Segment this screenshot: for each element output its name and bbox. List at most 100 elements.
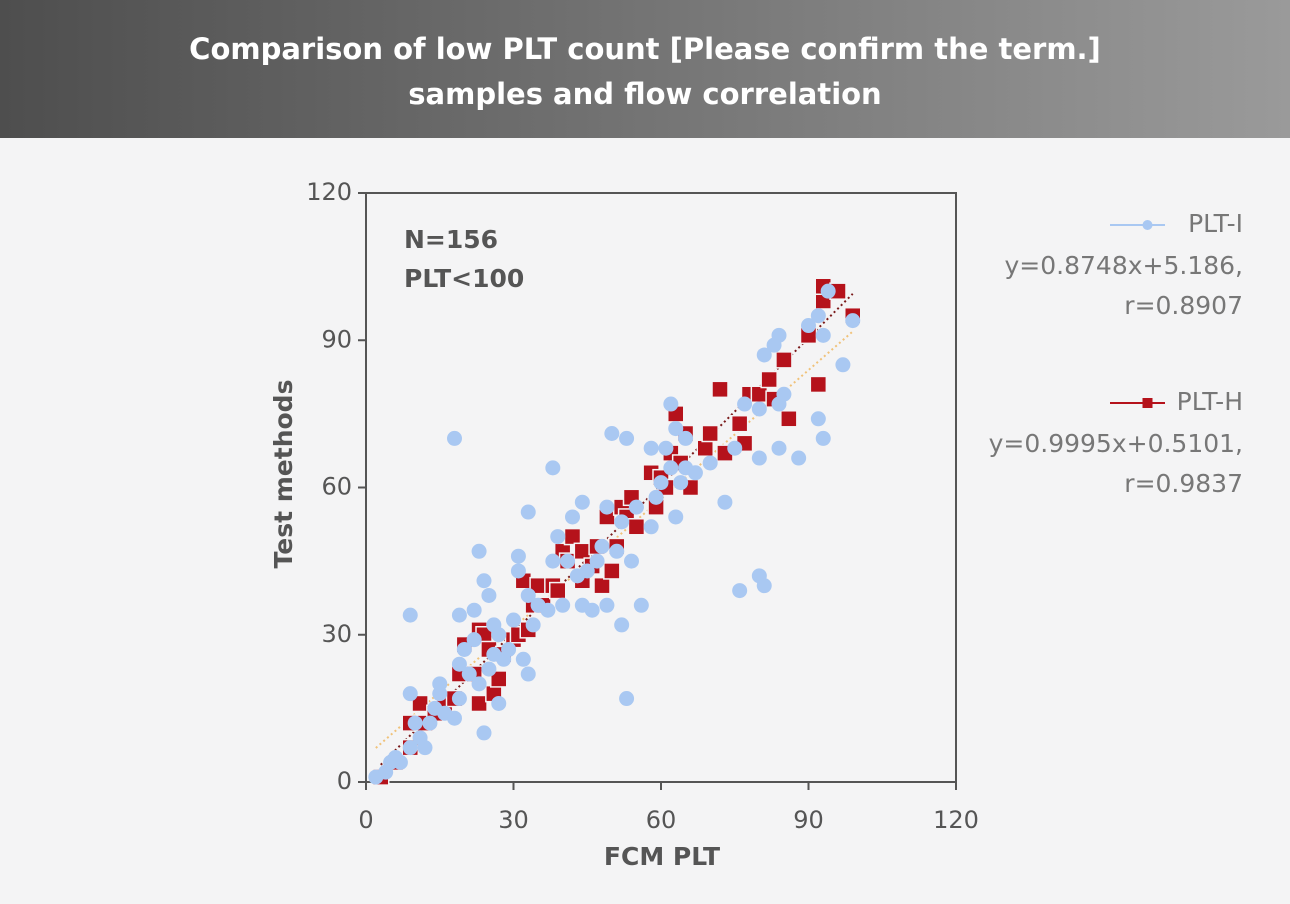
- point: [550, 529, 566, 545]
- point: [673, 475, 689, 491]
- legend-marker: [1142, 220, 1153, 230]
- point: [627, 518, 646, 536]
- point: [481, 587, 497, 603]
- point: [417, 740, 433, 756]
- chart: N=156 PLT<100 FCM PLT Test methods 0 30 60…: [269, 178, 1243, 871]
- point: [545, 553, 561, 569]
- point: [563, 527, 582, 546]
- point: [727, 440, 743, 456]
- annotation: N=156: [404, 225, 498, 254]
- point: [663, 396, 679, 412]
- legend-equation: y=0.9995x+0.5101,: [989, 429, 1243, 458]
- point: [461, 666, 477, 682]
- point: [589, 553, 605, 569]
- point: [593, 576, 611, 595]
- point: [810, 411, 826, 427]
- point: [466, 602, 482, 618]
- annotation: PLT<100: [404, 264, 524, 293]
- point: [490, 670, 508, 688]
- point: [501, 641, 517, 657]
- point: [392, 754, 408, 770]
- x-axis-label: FCM PLT: [604, 842, 720, 871]
- point: [565, 509, 580, 525]
- point: [771, 440, 787, 456]
- point: [751, 401, 767, 417]
- x-tick-label: 120: [933, 806, 979, 834]
- point: [549, 581, 567, 600]
- point: [451, 691, 467, 707]
- point: [560, 553, 576, 569]
- point: [402, 740, 418, 756]
- legend-r: r=0.9837: [1124, 469, 1243, 498]
- point: [648, 489, 664, 505]
- point: [756, 347, 772, 363]
- point: [619, 691, 635, 707]
- x-tick-label: 90: [793, 806, 824, 834]
- point: [584, 602, 600, 618]
- point: [730, 414, 749, 433]
- point: [619, 430, 635, 446]
- point: [668, 421, 684, 437]
- point: [737, 396, 753, 412]
- legend-label: PLT-I: [1188, 209, 1243, 238]
- point: [432, 676, 448, 692]
- point: [815, 327, 831, 343]
- point: [801, 318, 816, 334]
- point: [771, 327, 787, 343]
- y-tick-label: 30: [321, 620, 352, 648]
- point: [573, 542, 592, 561]
- point: [407, 715, 423, 731]
- point: [780, 410, 798, 428]
- point: [820, 283, 836, 299]
- point: [555, 597, 571, 613]
- point: [422, 715, 438, 731]
- point: [668, 509, 684, 525]
- point: [520, 504, 536, 520]
- point: [756, 578, 772, 594]
- point: [701, 424, 719, 443]
- point: [643, 440, 659, 456]
- legend-r: r=0.8907: [1124, 291, 1243, 320]
- legend-marker: [1142, 398, 1153, 408]
- point: [515, 651, 531, 667]
- point: [711, 380, 729, 399]
- point: [520, 666, 536, 682]
- y-tick-label: 120: [306, 178, 352, 206]
- point: [402, 686, 418, 702]
- point: [466, 632, 482, 648]
- point: [815, 430, 831, 446]
- point: [599, 597, 615, 613]
- point: [525, 617, 541, 633]
- point: [702, 455, 718, 471]
- point: [447, 430, 462, 446]
- point: [633, 597, 649, 613]
- point: [653, 475, 669, 491]
- point: [663, 460, 679, 476]
- legend-label: PLT-H: [1177, 387, 1243, 416]
- point: [471, 543, 487, 559]
- point: [540, 602, 556, 618]
- point: [456, 641, 472, 657]
- header: Comparison of low PLT count [Please conf…: [0, 0, 1290, 138]
- point: [411, 694, 429, 713]
- point: [624, 553, 639, 569]
- point: [574, 494, 590, 510]
- y-tick-label: 90: [321, 325, 352, 353]
- point: [614, 514, 630, 530]
- point: [696, 439, 714, 457]
- point: [776, 386, 792, 402]
- point: [751, 450, 767, 466]
- point: [491, 695, 507, 711]
- point: [599, 499, 615, 515]
- point: [604, 426, 620, 442]
- point: [579, 563, 595, 579]
- y-tick-label: 60: [321, 473, 352, 501]
- point: [658, 440, 674, 456]
- point: [402, 607, 418, 623]
- point: [481, 661, 497, 677]
- point: [809, 375, 828, 394]
- legend-equation: y=0.8748x+5.186,: [1005, 251, 1243, 280]
- title-line: Comparison of low PLT count [Please conf…: [189, 32, 1101, 66]
- point: [447, 710, 462, 726]
